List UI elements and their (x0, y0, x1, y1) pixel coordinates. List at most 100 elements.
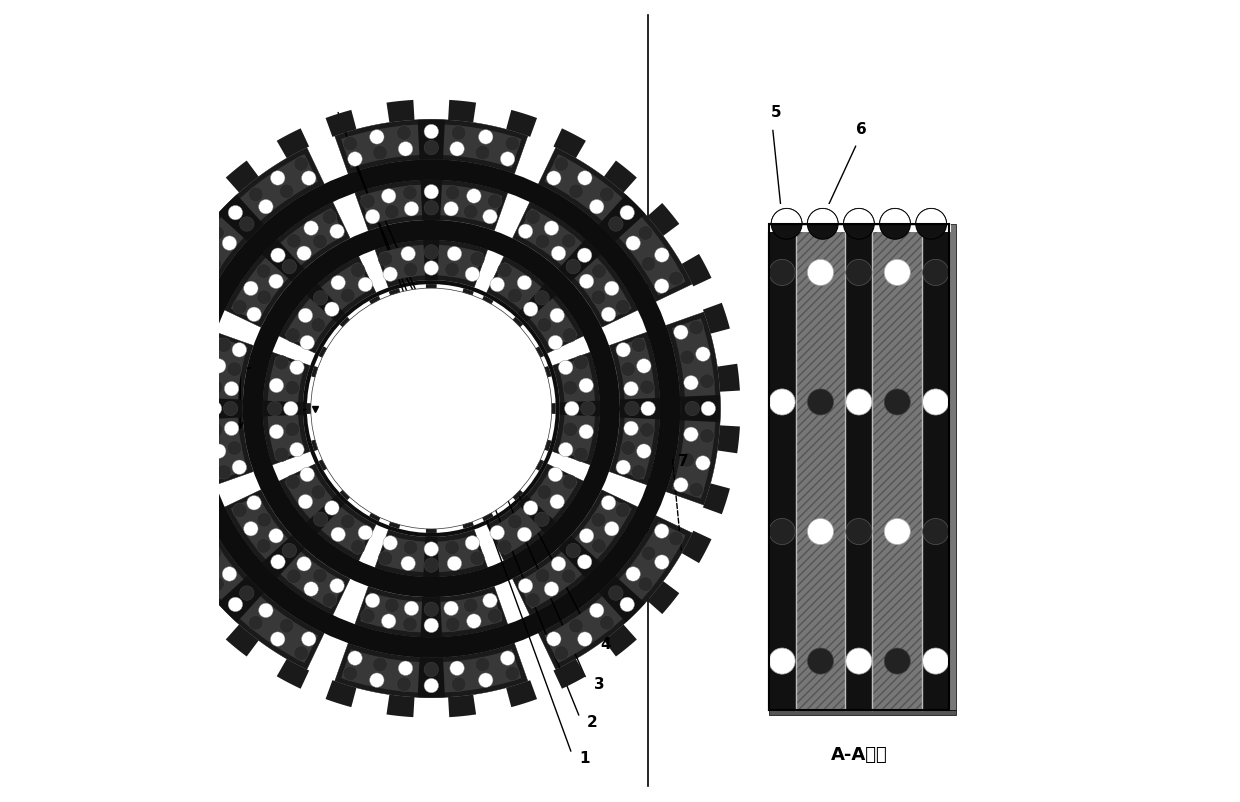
Circle shape (807, 390, 833, 415)
Circle shape (382, 614, 396, 629)
Polygon shape (517, 496, 632, 610)
Circle shape (233, 504, 247, 518)
Circle shape (565, 260, 580, 274)
Circle shape (579, 275, 594, 290)
Circle shape (523, 302, 538, 317)
Circle shape (208, 423, 223, 438)
Circle shape (505, 137, 520, 152)
Circle shape (175, 478, 188, 492)
Bar (796, 225, 846, 710)
Circle shape (312, 569, 327, 583)
Circle shape (378, 253, 393, 267)
Circle shape (384, 205, 399, 220)
Circle shape (518, 579, 533, 593)
Polygon shape (680, 395, 720, 423)
Circle shape (699, 375, 714, 389)
Text: 4: 4 (600, 637, 611, 651)
Polygon shape (224, 490, 350, 615)
Circle shape (563, 423, 578, 437)
Circle shape (370, 673, 384, 687)
Polygon shape (663, 326, 681, 492)
Polygon shape (599, 196, 645, 241)
Circle shape (294, 646, 309, 661)
Circle shape (165, 427, 179, 442)
Polygon shape (370, 501, 386, 521)
Circle shape (578, 249, 591, 263)
Circle shape (580, 402, 595, 416)
Circle shape (149, 429, 162, 444)
Polygon shape (279, 464, 376, 561)
Circle shape (544, 221, 559, 236)
Polygon shape (544, 155, 686, 296)
Circle shape (311, 318, 326, 333)
Polygon shape (340, 481, 360, 500)
Circle shape (424, 125, 439, 140)
Circle shape (424, 662, 439, 677)
Circle shape (479, 673, 494, 687)
Circle shape (600, 616, 614, 630)
Circle shape (884, 390, 910, 415)
Polygon shape (604, 161, 637, 193)
Circle shape (424, 141, 439, 156)
Circle shape (228, 206, 243, 221)
Circle shape (574, 356, 588, 371)
Circle shape (548, 336, 563, 350)
Circle shape (279, 185, 294, 200)
Circle shape (304, 582, 319, 597)
Circle shape (424, 618, 439, 633)
Polygon shape (552, 353, 600, 465)
Circle shape (169, 453, 182, 468)
Circle shape (296, 557, 311, 571)
Circle shape (351, 264, 365, 278)
Circle shape (807, 260, 833, 286)
Circle shape (270, 249, 285, 263)
Bar (769, 710, 956, 715)
Circle shape (655, 279, 668, 294)
Polygon shape (647, 204, 680, 237)
Circle shape (884, 648, 910, 674)
Circle shape (548, 468, 563, 482)
Circle shape (311, 289, 552, 529)
Circle shape (689, 483, 703, 497)
Polygon shape (285, 468, 372, 556)
Text: A: A (231, 453, 242, 467)
Circle shape (279, 618, 294, 633)
Circle shape (517, 528, 532, 542)
Circle shape (547, 632, 560, 646)
Polygon shape (517, 209, 632, 322)
Circle shape (330, 579, 345, 593)
Circle shape (923, 390, 949, 415)
Polygon shape (177, 522, 319, 663)
Polygon shape (647, 327, 676, 491)
Circle shape (609, 217, 622, 232)
Circle shape (562, 476, 577, 490)
Polygon shape (143, 395, 182, 423)
Circle shape (312, 235, 327, 249)
Polygon shape (448, 695, 476, 717)
Circle shape (544, 582, 559, 597)
Circle shape (233, 300, 247, 314)
Circle shape (210, 577, 224, 592)
Circle shape (227, 441, 242, 456)
Circle shape (636, 444, 651, 459)
Circle shape (487, 609, 502, 623)
Polygon shape (211, 188, 332, 310)
Circle shape (243, 522, 258, 537)
Polygon shape (350, 625, 513, 654)
Polygon shape (374, 530, 487, 577)
Circle shape (589, 603, 604, 618)
Circle shape (270, 172, 285, 186)
Circle shape (526, 593, 541, 607)
Circle shape (536, 235, 549, 249)
Circle shape (683, 427, 698, 442)
Circle shape (448, 247, 461, 261)
Polygon shape (182, 160, 681, 658)
Circle shape (615, 504, 630, 518)
Polygon shape (491, 262, 578, 350)
Polygon shape (226, 625, 259, 657)
Circle shape (625, 402, 640, 416)
Polygon shape (379, 245, 484, 283)
Circle shape (153, 347, 167, 362)
Circle shape (304, 221, 319, 236)
Circle shape (257, 265, 270, 279)
